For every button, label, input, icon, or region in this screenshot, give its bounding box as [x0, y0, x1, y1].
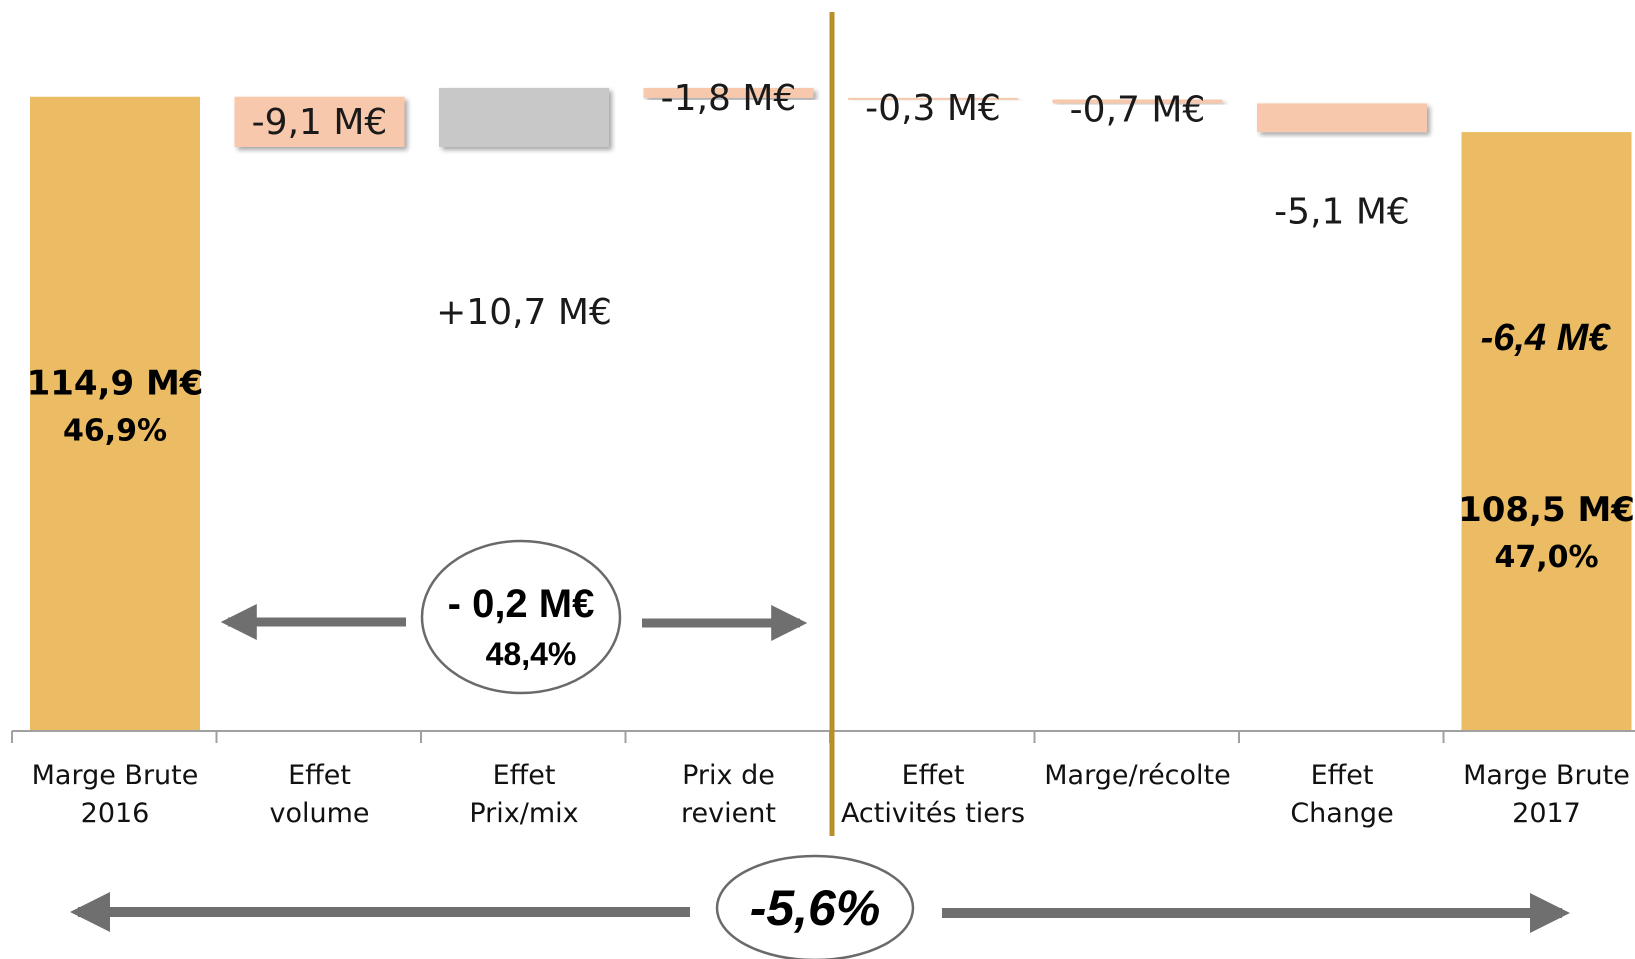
bar-value-label: 108,5 M€	[1458, 490, 1635, 530]
category-label: volume	[269, 798, 369, 829]
total-bar	[1461, 132, 1632, 731]
bar-labels-layer: 114,9 M€ 46,9% -9,1 M€ +10,7 M€ -1,8 M€ -0,3 …	[27, 78, 1635, 575]
bar-value-label: -1,8 M€	[661, 78, 797, 119]
category-label: 2016	[81, 798, 150, 829]
category-label: 2017	[1512, 798, 1581, 829]
category-label: Prix/mix	[469, 798, 578, 829]
category-label: Activités tiers	[841, 798, 1025, 829]
subtotal-margin: 48,4%	[486, 636, 577, 672]
subtotal-value: - 0,2 M€	[448, 582, 595, 626]
bar-value-label: 114,9 M€	[27, 363, 204, 403]
category-label: Effet	[902, 760, 965, 791]
total-bar	[30, 96, 200, 731]
category-label: Effet	[1311, 760, 1374, 791]
final-change-label: -6,4 M€	[1481, 317, 1612, 359]
bar-margin-label: 47,0%	[1494, 540, 1598, 575]
delta-bar	[1257, 103, 1427, 133]
bar-value-label: -5,1 M€	[1274, 191, 1410, 232]
category-label: Marge/récolte	[1044, 760, 1231, 791]
x-axis-ticks	[11, 731, 1445, 743]
category-label: Marge Brute	[1463, 760, 1630, 791]
delta-bar	[439, 87, 609, 147]
total-change-annotation: -5,6%	[70, 854, 1570, 959]
bar-margin-label: 46,9%	[63, 413, 167, 448]
bar-value-label: -0,7 M€	[1070, 90, 1206, 131]
category-label: Effet	[288, 760, 351, 791]
bar-value-label: -9,1 M€	[252, 102, 388, 143]
bars-layer	[30, 87, 1632, 731]
subtotal-annotation: - 0,2 M€ 48,4%	[220, 539, 808, 695]
delta-bar	[643, 87, 814, 98]
category-label: Marge Brute	[32, 760, 199, 791]
bar-value-label: +10,7 M€	[436, 292, 612, 333]
category-label: Effet	[493, 760, 556, 791]
delta-bar	[234, 96, 405, 147]
delta-bar	[848, 97, 1018, 100]
category-label: Prix de	[682, 760, 775, 791]
total-change-value: -5,6%	[750, 880, 881, 936]
total-change-oval	[715, 854, 915, 959]
subtotal-oval	[420, 539, 622, 695]
category-label: Change	[1290, 798, 1393, 829]
category-label: revient	[681, 798, 776, 829]
bar-value-label: -0,3 M€	[865, 88, 1001, 129]
delta-bar	[1052, 99, 1223, 104]
category-labels: Marge Brute 2016 Effet volume Effet Prix/mix P…	[32, 760, 1630, 829]
